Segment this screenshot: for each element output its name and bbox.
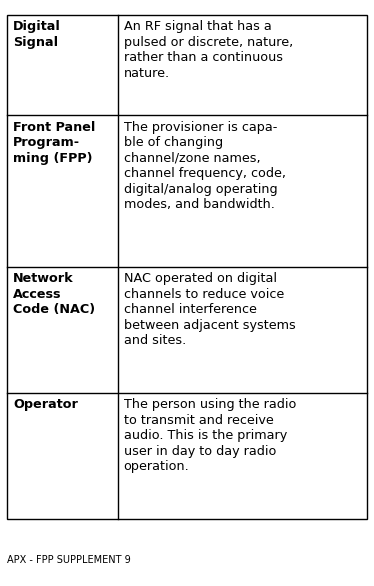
Bar [7,15,367,519]
Text: The person using the radio
to transmit and receive
audio. This is the primary
us: The person using the radio to transmit a… [124,398,296,473]
Text: Digital
Signal: Digital Signal [13,20,61,49]
Text: Network
Access
Code (NAC): Network Access Code (NAC) [13,272,95,316]
Text: APX - FPP SUPPLEMENT 9: APX - FPP SUPPLEMENT 9 [7,556,131,565]
Text: An RF signal that has a
pulsed or discrete, nature,
rather than a continuous
nat: An RF signal that has a pulsed or discre… [124,20,293,80]
Text: NAC operated on digital
channels to reduce voice
channel interference
between ad: NAC operated on digital channels to redu… [124,272,295,347]
Text: Front Panel
Program-
ming (FPP): Front Panel Program- ming (FPP) [13,121,95,165]
Text: Operator: Operator [13,398,78,411]
Text: The provisioner is capa-
ble of changing
channel/zone names,
channel frequency, : The provisioner is capa- ble of changing… [124,121,286,212]
